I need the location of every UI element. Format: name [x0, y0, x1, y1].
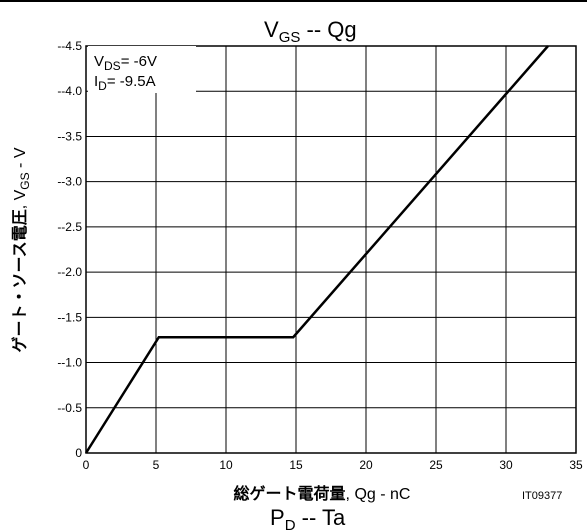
y-tick-label: --3.0 — [57, 175, 82, 189]
chart-title-sub: GS — [279, 29, 301, 46]
x-tick-label: 25 — [429, 458, 443, 472]
annotation-id: ID= -9.5A — [94, 73, 156, 93]
y-tick-label: --1.0 — [57, 356, 82, 370]
chart-title-rest: -- Qg — [300, 17, 356, 42]
x-tick-label: 35 — [569, 458, 583, 472]
y-tick-label: --1.5 — [57, 310, 82, 324]
x-axis-label: 総ゲート電荷量, Qg - nC — [234, 484, 411, 503]
y-tick-label: --2.5 — [57, 220, 82, 234]
x-tick-label: 0 — [83, 458, 90, 472]
plot-frame — [85, 45, 577, 454]
x-tick-label: 15 — [289, 458, 303, 472]
grid — [85, 45, 577, 454]
x-tick-label: 10 — [219, 458, 233, 472]
y-tick-labels: 0 --0.5 --1.0 --1.5 --2.0 --2.5 --3.0 --3.5 --4.… — [57, 39, 82, 460]
y-tick-label: --4.5 — [57, 39, 82, 53]
chart-title-main: V — [264, 17, 279, 42]
figure-id: IT09377 — [522, 490, 562, 502]
x-tick-label: 30 — [499, 458, 513, 472]
next-chart-title: PD -- Ta — [270, 505, 346, 530]
y-axis-label: ゲート・ソース電圧, VGS - V — [10, 147, 32, 352]
y-tick-label: --2.0 — [57, 265, 82, 279]
y-tick-label: --4.0 — [57, 84, 82, 98]
x-tick-labels: 0 5 10 15 20 25 30 35 — [83, 458, 583, 472]
series-line — [84, 45, 549, 454]
y-tick-label: --0.5 — [57, 401, 82, 415]
annotation-box — [88, 46, 196, 93]
y-tick-label: 0 — [75, 446, 82, 460]
annotation-vds: VDS= -6V — [94, 53, 157, 73]
series-layer — [84, 45, 549, 454]
x-tick-label: 20 — [359, 458, 373, 472]
top-rule — [0, 0, 587, 2]
chart-title: VGS -- Qg — [264, 17, 357, 46]
y-tick-label: --3.5 — [57, 129, 82, 143]
x-tick-label: 5 — [153, 458, 160, 472]
